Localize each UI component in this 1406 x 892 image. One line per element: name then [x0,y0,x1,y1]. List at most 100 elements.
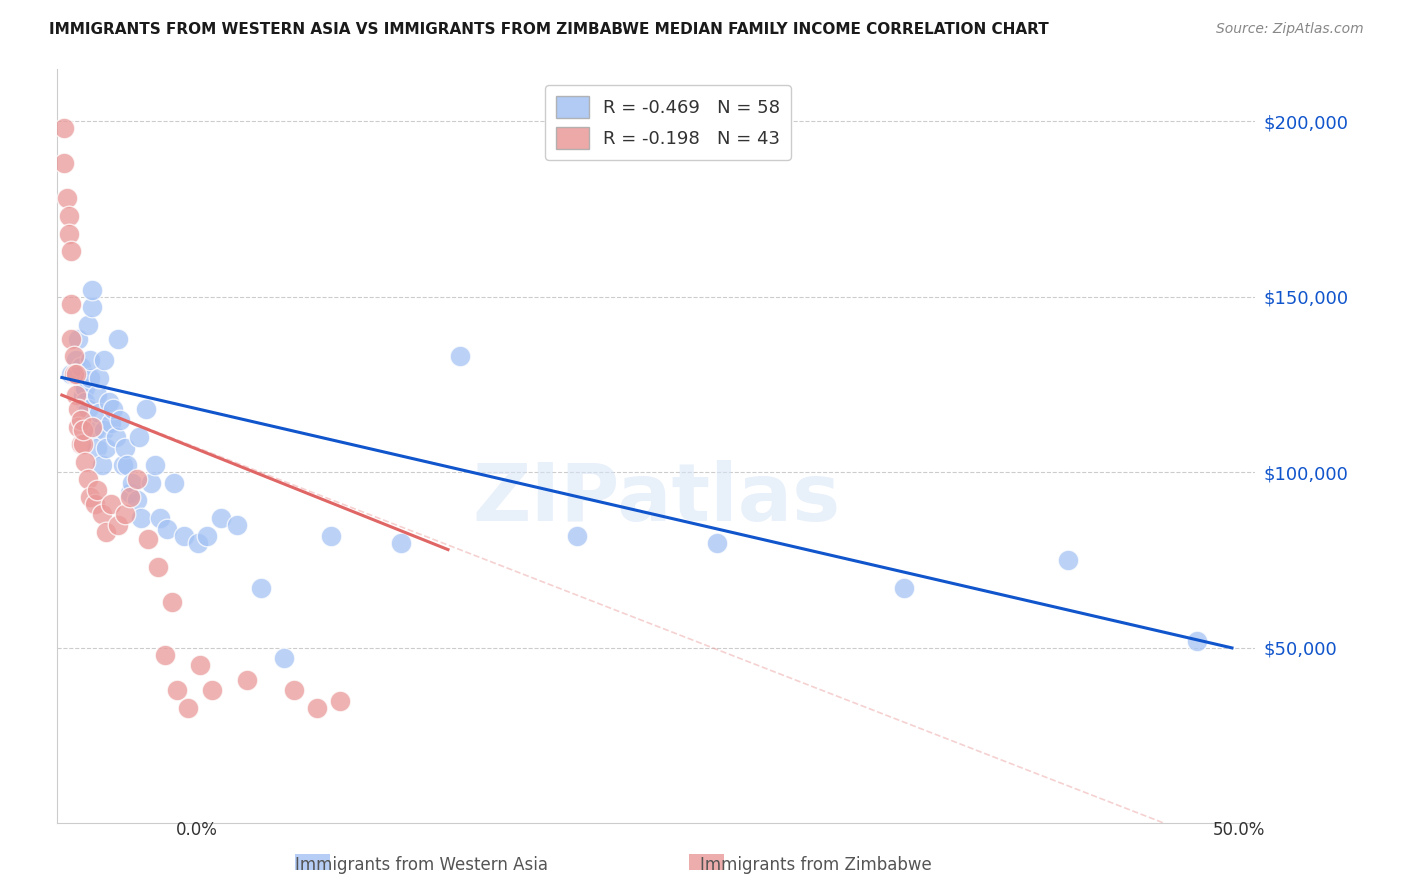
Point [125,493,148,508]
Point [90,458,112,473]
Point [69,437,91,451]
Text: 50.0%: 50.0% [1213,821,1265,838]
Point [107,332,129,346]
Point [67,402,90,417]
Point [58,209,80,223]
Point [195,528,218,542]
Point [53,156,76,170]
Point [893,581,915,595]
Point [117,458,139,473]
Point [96,441,118,455]
Point [177,700,200,714]
Point [110,412,132,426]
Point [226,518,249,533]
Point [62,350,84,364]
Point [118,486,141,500]
Point [60,297,83,311]
Point [65,367,87,381]
Point [100,497,122,511]
Point [90,508,112,522]
Point [145,458,167,473]
Point [72,423,94,437]
Point [187,535,209,549]
Point [235,673,257,687]
Point [83,497,105,511]
Point [125,472,148,486]
Point [62,367,84,381]
Point [79,490,101,504]
Point [305,700,328,714]
Point [72,437,94,451]
Point [138,532,160,546]
Point [86,388,108,402]
Point [67,419,90,434]
Point [449,350,471,364]
Point [201,683,224,698]
Point [153,648,176,662]
Point [60,367,83,381]
Point [75,395,97,409]
Point [156,522,179,536]
Text: ZIPatlas: ZIPatlas [472,460,841,538]
Point [114,441,136,455]
Point [118,490,141,504]
Point [273,651,295,665]
Text: 0.0%: 0.0% [176,821,218,838]
Point [86,441,108,455]
Point [58,227,80,241]
Point [96,524,118,539]
Point [565,528,588,542]
Point [93,353,115,368]
Text: Source: ZipAtlas.com: Source: ZipAtlas.com [1216,22,1364,37]
Point [104,430,127,444]
Text: Immigrants from Western Asia: Immigrants from Western Asia [295,856,548,874]
Point [76,402,98,417]
Point [173,528,195,542]
Point [75,455,97,469]
Point [166,683,188,698]
Point [69,412,91,426]
Point [86,483,108,497]
Point [188,658,211,673]
Point [139,475,162,490]
Point [1185,633,1208,648]
Point [55,191,77,205]
Point [128,430,150,444]
Point [163,475,186,490]
Point [72,377,94,392]
Point [149,511,172,525]
Point [131,511,153,525]
Point [76,318,98,332]
Point [89,406,111,420]
Point [82,283,104,297]
Text: IMMIGRANTS FROM WESTERN ASIA VS IMMIGRANTS FROM ZIMBABWE MEDIAN FAMILY INCOME CO: IMMIGRANTS FROM WESTERN ASIA VS IMMIGRAN… [49,22,1049,37]
Text: Immigrants from Zimbabwe: Immigrants from Zimbabwe [700,856,931,874]
Point [65,353,87,368]
Point [329,693,352,707]
Point [706,535,728,549]
Point [53,121,76,136]
Point [160,595,183,609]
Point [97,395,120,409]
Point [79,370,101,384]
Point [79,353,101,368]
Point [121,475,143,490]
Point [65,388,87,402]
Point [135,402,157,417]
Point [67,332,90,346]
Point [100,416,122,430]
Point [249,581,271,595]
Legend: R = -0.469   N = 58, R = -0.198   N = 43: R = -0.469 N = 58, R = -0.198 N = 43 [546,85,792,160]
Point [107,518,129,533]
Point [75,381,97,395]
Point [89,370,111,384]
Point [82,301,104,315]
Point [69,359,91,374]
Point [111,458,134,473]
Point [60,332,83,346]
Point [319,528,342,542]
Point [76,472,98,486]
Point [103,402,125,417]
Point [93,423,115,437]
Point [389,535,412,549]
